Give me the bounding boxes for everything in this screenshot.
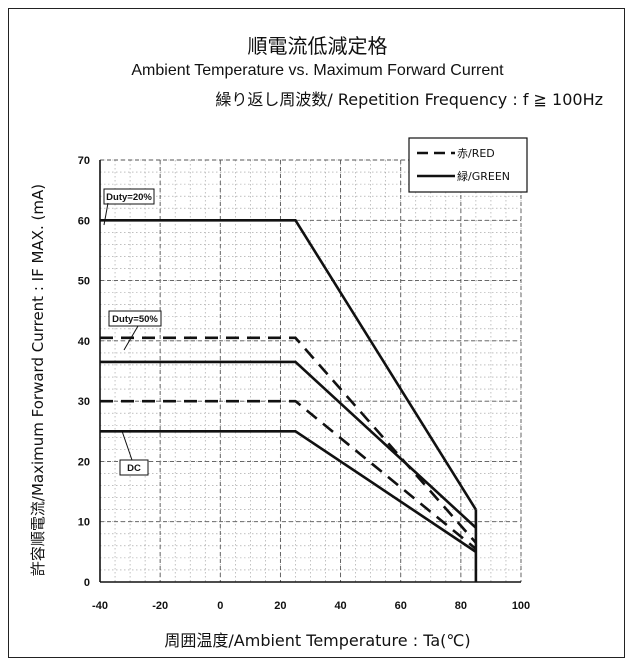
series-line — [100, 218, 477, 511]
x-tick-label: 40 — [334, 600, 346, 612]
y-tick-label: 60 — [78, 215, 90, 227]
series-line — [100, 336, 477, 544]
x-tick-label: -40 — [92, 600, 108, 612]
y-tick-label: 30 — [78, 396, 90, 408]
y-tick-label: 20 — [78, 456, 90, 468]
x-tick-label: 60 — [395, 600, 407, 612]
series-line — [100, 360, 477, 529]
series-line — [100, 429, 477, 553]
annotation-box — [108, 310, 162, 327]
chart-title: 順電流低減定格 — [247, 34, 388, 58]
x-tick-label: 100 — [512, 600, 530, 612]
legend-label-green: 緑/GREEN — [457, 169, 510, 183]
y-tick-label: 70 — [78, 155, 90, 167]
chart-frame — [8, 8, 625, 658]
annotation-leader — [123, 325, 139, 351]
x-tick-label: 0 — [217, 600, 223, 612]
legend-label-red: 赤/RED — [457, 147, 495, 160]
y-tick-label: 0 — [84, 577, 90, 589]
x-tick-label: 20 — [274, 600, 286, 612]
x-axis-label: 周囲温度/Ambient Temperature : Ta(℃) — [164, 631, 471, 650]
annotation-label: Duty=50% — [112, 314, 158, 325]
chart-subtitle: Ambient Temperature vs. Maximum Forward … — [131, 62, 504, 79]
y-tick-label: 40 — [78, 336, 90, 348]
y-tick-label: 10 — [78, 517, 90, 529]
annotation-label: Duty=20% — [106, 192, 152, 203]
series-line — [100, 399, 477, 550]
chart-condition: 繰り返し周波数/ Repetition Frequency : f ≧ 100H… — [215, 90, 603, 109]
x-tick-label: 80 — [455, 600, 467, 612]
y-tick-label: 50 — [78, 276, 90, 288]
legend-box — [408, 137, 528, 193]
annotation-leader — [121, 430, 133, 461]
x-tick-label: -20 — [152, 600, 168, 612]
annotation-box — [103, 188, 155, 205]
annotation-leader — [103, 202, 109, 226]
annotation-label: DC — [127, 463, 141, 474]
annotation-box — [119, 459, 149, 476]
